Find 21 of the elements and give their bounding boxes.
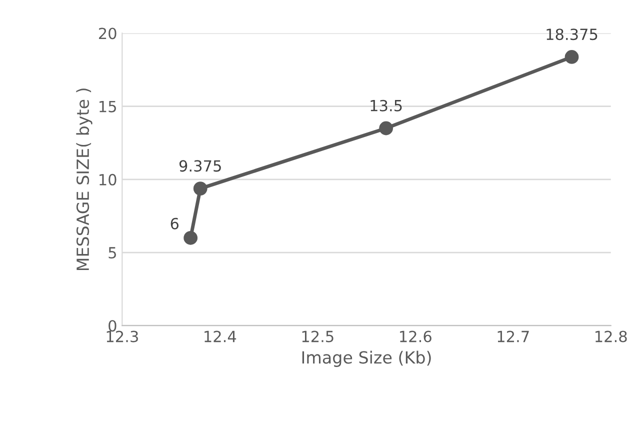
data-label: 18.375 (546, 28, 598, 40)
y-tick-label: 20 (98, 28, 116, 40)
y-axis-title: MESSAGE SIZE( byte ) (76, 88, 92, 270)
x-tick-label: 12.8 (596, 330, 627, 342)
x-tick-label: 12.6 (400, 330, 432, 342)
y-tick-label: 10 (100, 174, 116, 186)
x-tick-label: 12.7 (498, 330, 529, 342)
x-axis-title: Image Size (Kb) (302, 350, 431, 367)
x-tick-label: 12.3 (106, 330, 138, 342)
point (193, 182, 208, 196)
point (379, 121, 393, 136)
point (184, 230, 198, 245)
point (564, 50, 579, 64)
data-label: 9.375 (179, 160, 221, 172)
x-tick-label: 12.4 (204, 330, 236, 342)
x-tick-label: 12.5 (302, 330, 334, 342)
y-tick-label: 0 (108, 320, 116, 332)
data-label: 6 (170, 218, 179, 230)
y-tick-label: 15 (100, 100, 116, 112)
y-tick-label: 5 (108, 247, 116, 259)
data-label: 13.5 (370, 100, 402, 112)
